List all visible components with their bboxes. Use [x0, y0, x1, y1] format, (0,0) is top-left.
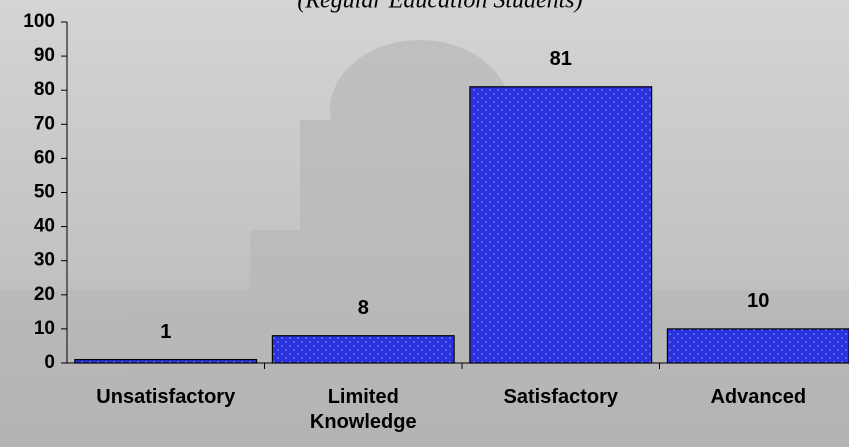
x-tick-label: Satisfactory — [481, 385, 641, 410]
value-label: 10 — [747, 290, 769, 312]
y-tick-label: 90 — [34, 45, 55, 66]
y-tick-label: 80 — [34, 79, 55, 100]
bar — [470, 87, 652, 363]
y-tick-label: 30 — [34, 250, 55, 271]
x-tick-label: Unsatisfactory — [86, 385, 246, 410]
chart-subtitle: (Regular Education Students) — [297, 0, 582, 14]
y-tick-label: 10 — [34, 318, 55, 339]
value-label: 81 — [550, 48, 572, 70]
y-tick-label: 50 — [34, 182, 55, 203]
y-tick-label: 20 — [34, 284, 55, 305]
x-tick-label: Advanced — [678, 385, 838, 410]
bar — [75, 360, 257, 363]
bar — [272, 336, 454, 363]
y-tick-label: 60 — [34, 147, 55, 168]
chart-canvas: (Regular Education Students) 0 10 20 30 40 50… — [0, 0, 849, 447]
y-tick-label: 0 — [44, 352, 55, 373]
y-tick-label: 40 — [34, 216, 55, 237]
value-label: 8 — [358, 297, 369, 319]
chart: (Regular Education Students) 0 10 20 30 40 50… — [0, 0, 849, 447]
y-tick-label: 100 — [23, 11, 55, 32]
value-label: 1 — [160, 321, 171, 343]
x-tick-label: Limited Knowledge — [283, 385, 443, 435]
y-tick-label: 70 — [34, 113, 55, 134]
bar — [667, 329, 849, 363]
